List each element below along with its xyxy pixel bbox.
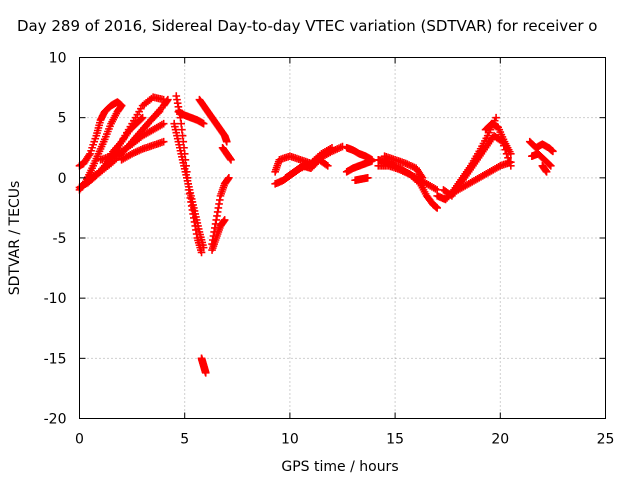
data-series [75, 98, 126, 170]
data-point [545, 160, 554, 169]
data-point [433, 186, 441, 194]
data-point [164, 95, 172, 104]
data-point [546, 162, 555, 170]
data-series [128, 95, 172, 146]
x-tick-label: 5 [180, 432, 189, 448]
data-point [507, 158, 515, 166]
x-tick-label: 10 [281, 432, 299, 448]
data-point [549, 147, 557, 156]
data-point [323, 162, 332, 170]
data-point [89, 140, 97, 149]
data-point [199, 243, 208, 252]
y-axis-label: SDTVAR / TECUs [7, 181, 23, 296]
data-point [88, 143, 96, 152]
data-point [363, 174, 372, 182]
data-series [197, 354, 210, 377]
data-point [86, 149, 94, 158]
data-point [90, 137, 99, 146]
data-series [528, 149, 555, 170]
y-tick-label: -20 [44, 412, 67, 428]
data-point [197, 248, 206, 257]
y-tick-label: -15 [44, 351, 67, 367]
data-point [159, 119, 168, 128]
data-point [177, 119, 185, 128]
x-axis-label: GPS time / hours [281, 459, 398, 475]
y-tick-label: 10 [49, 51, 67, 67]
data-series [342, 157, 376, 176]
data-series [208, 216, 229, 254]
data-series [481, 119, 515, 158]
data-point [507, 149, 515, 158]
data-series [170, 119, 208, 252]
data-point [159, 137, 168, 146]
data-point [222, 137, 231, 146]
data-point [492, 113, 500, 122]
data-point [138, 113, 147, 122]
data-points [75, 92, 557, 377]
data-point [201, 368, 210, 377]
y-tick-label: -5 [53, 231, 67, 247]
data-point [199, 119, 208, 128]
y-tick-label: -10 [44, 291, 67, 307]
data-point [220, 216, 229, 224]
data-series [351, 174, 372, 185]
data-point [433, 204, 441, 212]
grid-lines [79, 57, 606, 419]
data-point [225, 174, 233, 182]
data-series [374, 162, 441, 212]
data-series [281, 155, 332, 182]
chart-title: Day 289 of 2016, Sidereal Day-to-day VTE… [17, 17, 597, 35]
data-point [87, 146, 95, 155]
data-series [525, 137, 557, 156]
data-series [174, 107, 208, 128]
axis-ticks: 0 5 10 15 20 25 -20 -15 -10 -5 0 5 10 [44, 51, 615, 448]
data-point [368, 157, 376, 165]
data-point [137, 114, 146, 123]
data-series [443, 158, 515, 200]
data-point [542, 168, 551, 176]
x-tick-label: 0 [75, 432, 84, 448]
data-point [91, 134, 100, 143]
data-point [178, 125, 186, 134]
y-tick-label: 5 [58, 111, 67, 127]
data-point [117, 101, 126, 110]
data-series [538, 162, 551, 176]
x-tick-label: 15 [386, 432, 404, 448]
data-series [195, 95, 231, 146]
data-series [380, 152, 427, 182]
data-series [218, 143, 235, 164]
data-point [418, 174, 427, 182]
data-point [227, 155, 235, 164]
data-point [338, 142, 347, 151]
x-tick-label: 20 [491, 432, 509, 448]
y-tick-label: 0 [58, 171, 67, 187]
x-tick-label: 25 [597, 432, 615, 448]
data-series [117, 137, 168, 164]
